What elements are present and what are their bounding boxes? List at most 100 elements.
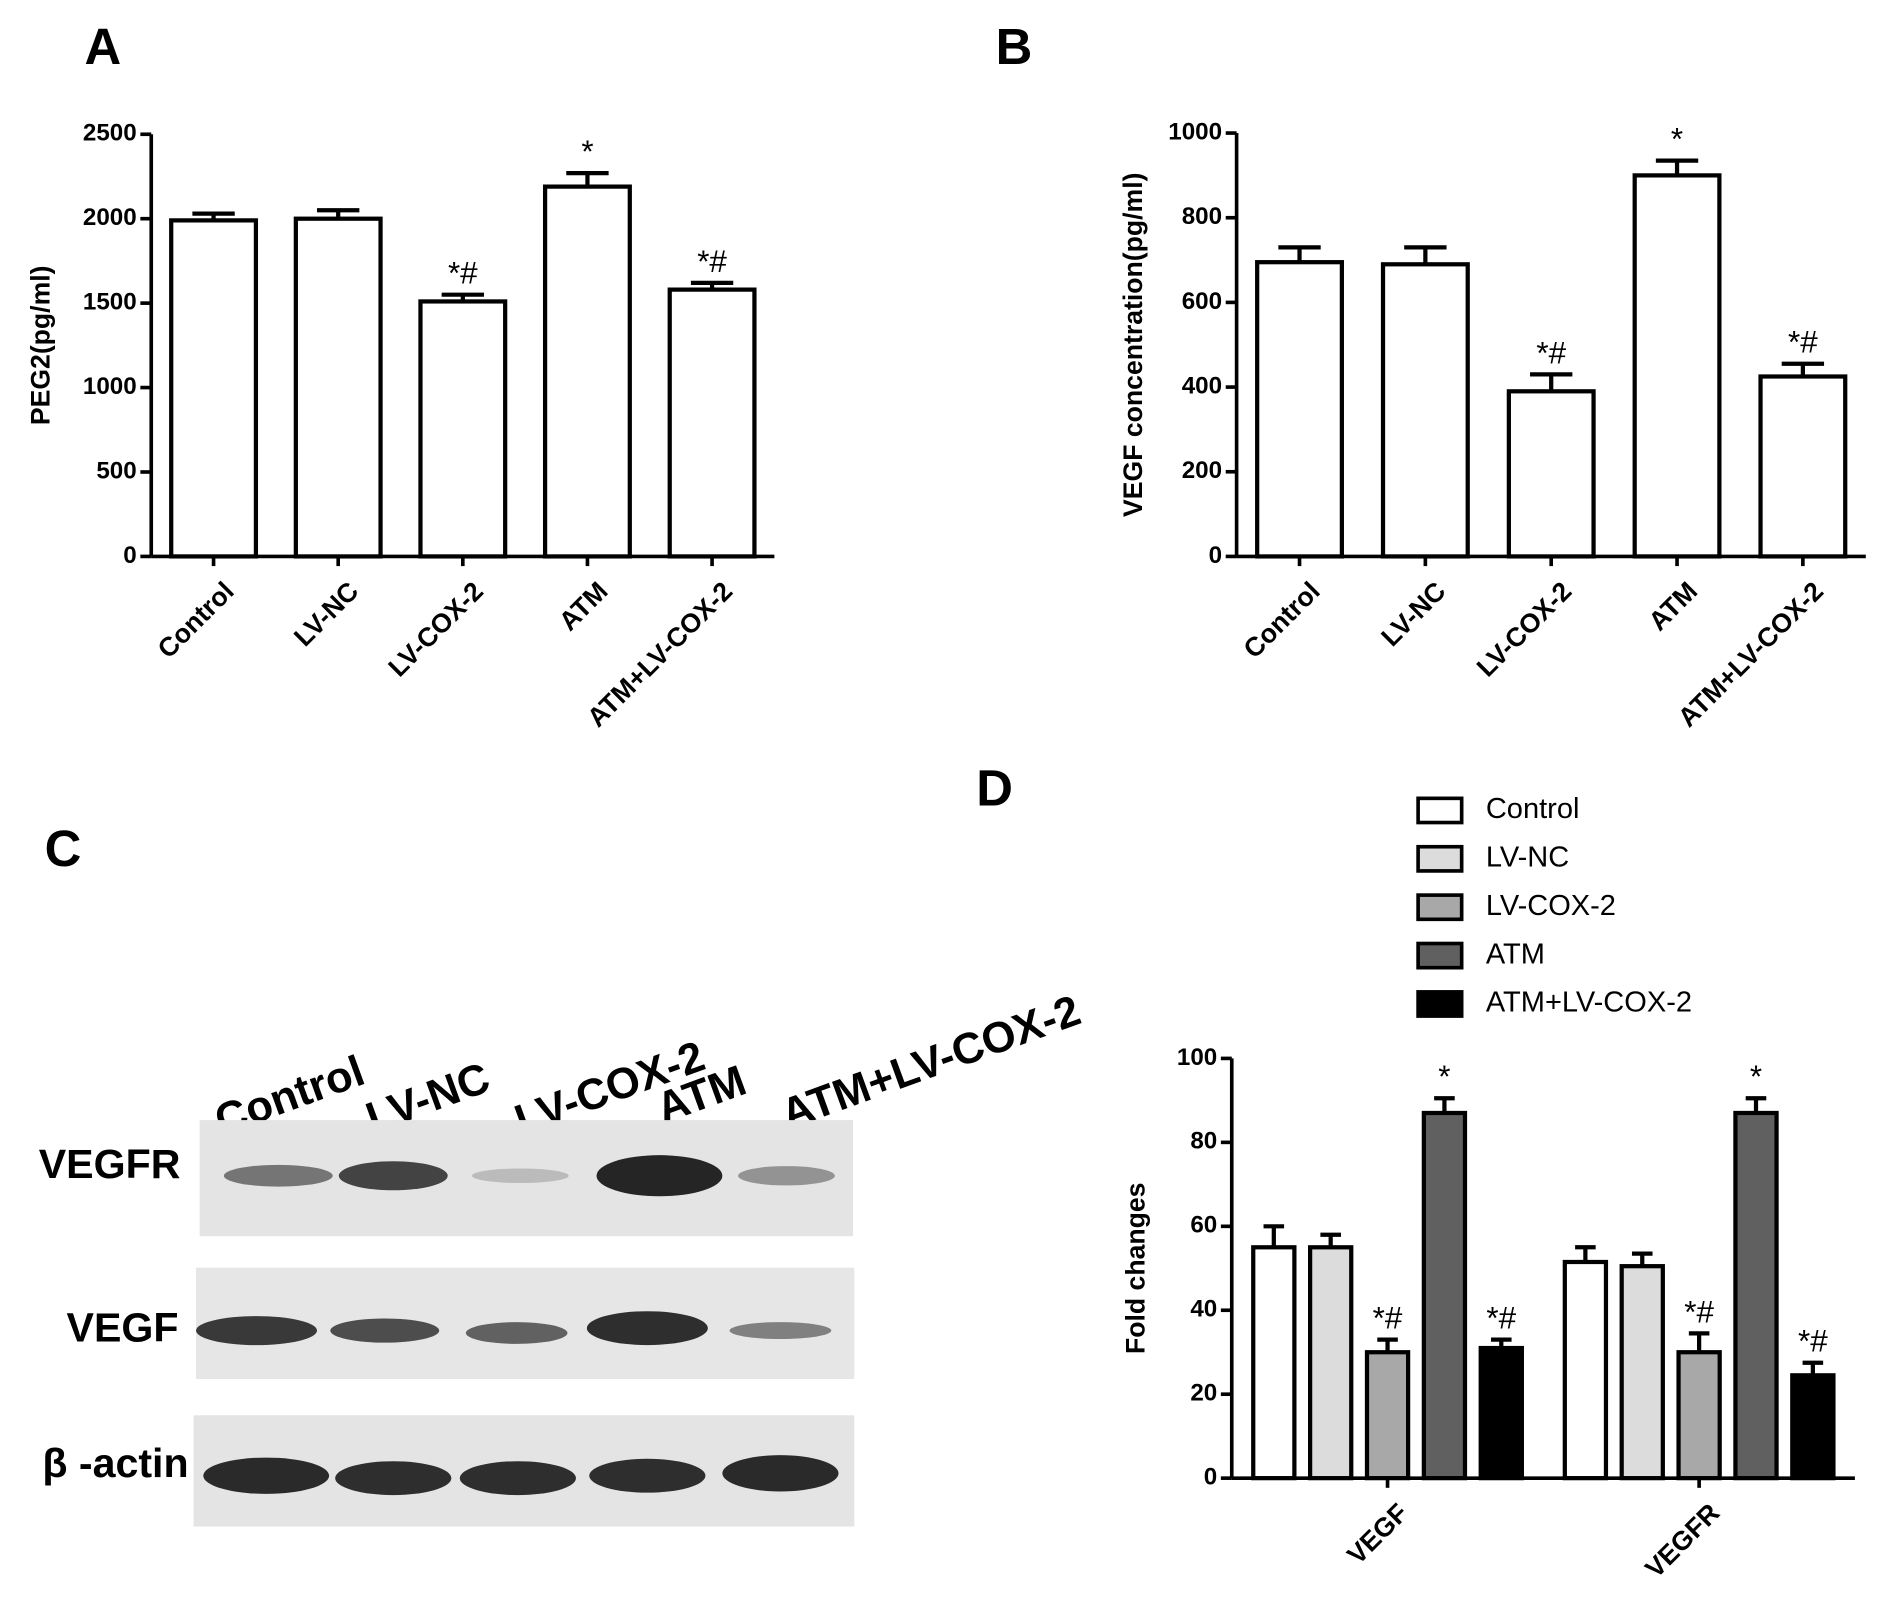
y-tick-label: 60: [1190, 1212, 1217, 1239]
error-bar: [1575, 1245, 1596, 1262]
bar: [1255, 260, 1344, 559]
significance-label: *#: [697, 244, 727, 279]
significance-label: *#: [1788, 325, 1818, 360]
x-tick-label: LV-COX-2: [382, 576, 489, 683]
legend-label: LV-NC: [1486, 842, 1569, 874]
significance-label: *#: [448, 256, 478, 291]
band: [586, 1311, 708, 1346]
bar: [1632, 173, 1722, 559]
bar: [1506, 389, 1596, 559]
legend-swatch: [1416, 844, 1464, 873]
band: [203, 1457, 330, 1494]
significance-label: *: [1671, 122, 1683, 157]
band: [335, 1461, 452, 1496]
y-tick-label: 400: [1182, 372, 1222, 399]
band: [330, 1318, 440, 1343]
x-tick-label: LV-COX-2: [1471, 576, 1578, 683]
panel-letter: A: [85, 18, 122, 75]
y-tick-label: 1000: [1168, 118, 1222, 145]
legend-swatch: [1416, 796, 1464, 825]
significance-label: *#: [1684, 1294, 1714, 1329]
bar: [1478, 1345, 1524, 1481]
y-tick-label: 600: [1182, 288, 1222, 315]
bar: [1380, 262, 1470, 559]
error-bar: [1377, 1337, 1398, 1353]
row-label: VEGF: [67, 1304, 179, 1350]
x-tick-label: LV-NC: [288, 576, 364, 652]
x-tick-label: ATM: [553, 576, 614, 637]
error-bar: [690, 280, 734, 290]
y-tick-label: 40: [1190, 1296, 1217, 1323]
x-tick-label: VEGF: [1341, 1498, 1413, 1570]
x-tick-label: Control: [152, 576, 240, 664]
chart-panel: B VEGF concentration(pg/ml) 0 200 400 600 800 1…: [996, 18, 1866, 733]
y-tick-label: 200: [1182, 457, 1222, 484]
bar: [667, 287, 757, 559]
bar: [1251, 1245, 1297, 1481]
row-label: VEGFR: [39, 1141, 181, 1187]
error-bar: [317, 208, 360, 219]
y-tick-label: 80: [1190, 1128, 1217, 1155]
x-tick-label: ATM: [1643, 576, 1704, 637]
error-bar: [1631, 1251, 1653, 1267]
bar: [1364, 1350, 1411, 1481]
error-bar: [1688, 1331, 1710, 1353]
significance-label: *: [1750, 1059, 1762, 1094]
band: [738, 1166, 835, 1186]
error-bar: [1404, 245, 1447, 265]
error-bar: [1263, 1224, 1285, 1248]
bar: [1733, 1110, 1779, 1481]
bar: [1619, 1264, 1665, 1481]
significance-label: *#: [1486, 1301, 1516, 1336]
y-tick-label: 100: [1177, 1044, 1217, 1071]
panel-letter: D: [976, 760, 1013, 817]
significance-label: *#: [1373, 1301, 1403, 1336]
bands: [196, 1155, 839, 1496]
band: [338, 1161, 448, 1191]
error-bar: [1781, 361, 1825, 377]
x-tick-label: LV-NC: [1375, 576, 1451, 652]
y-axis-label: VEGF concentration(pg/ml): [1118, 173, 1148, 517]
legend-label: LV-COX-2: [1486, 890, 1616, 922]
bar: [169, 218, 259, 559]
band: [459, 1461, 576, 1496]
y-tick-label: 2000: [83, 204, 137, 231]
band: [589, 1458, 706, 1493]
legend-swatch: [1416, 941, 1464, 970]
bar: [1307, 1245, 1354, 1481]
x-tick-label: VEGFR: [1639, 1498, 1725, 1584]
error-bar: [1320, 1232, 1341, 1248]
y-tick-label: 20: [1190, 1380, 1217, 1407]
y-tick-label: 2500: [83, 120, 137, 147]
panel-letter: C: [45, 820, 82, 877]
error-bar: [1434, 1096, 1455, 1113]
error-bar: [1802, 1360, 1824, 1376]
y-tick-label: 500: [96, 457, 136, 484]
band: [465, 1322, 568, 1344]
y-axis-label: PEG2(pg/ml): [25, 266, 55, 426]
band: [596, 1155, 723, 1197]
bar: [1758, 374, 1848, 559]
western-blot: C Control LV-NC LV-COX-2 ATM ATM+LV-COX-…: [39, 820, 1087, 1527]
chart-panel: D Fold changes 0 20 40 60 80 100 VEGF VEGFR Contro…: [976, 760, 1855, 1584]
y-tick-label: 800: [1182, 203, 1222, 230]
lane-label: ATM+LV-COX-2: [775, 987, 1087, 1140]
band: [722, 1455, 839, 1492]
error-bar: [192, 211, 235, 221]
band: [729, 1322, 832, 1340]
row-label: β -actin: [42, 1440, 188, 1486]
y-axis-label: Fold changes: [1120, 1183, 1150, 1354]
error-bar: [1745, 1096, 1767, 1113]
band: [223, 1164, 333, 1187]
y-tick-label: 0: [1204, 1464, 1217, 1491]
y-tick-label: 0: [1209, 542, 1222, 569]
bar: [418, 299, 508, 559]
error-bar: [1655, 158, 1699, 176]
bar: [1676, 1350, 1722, 1481]
significance-label: *: [581, 134, 593, 169]
significance-label: *#: [1798, 1324, 1828, 1359]
band: [471, 1168, 569, 1184]
y-tick-label: 0: [123, 542, 136, 569]
bar: [542, 184, 632, 559]
